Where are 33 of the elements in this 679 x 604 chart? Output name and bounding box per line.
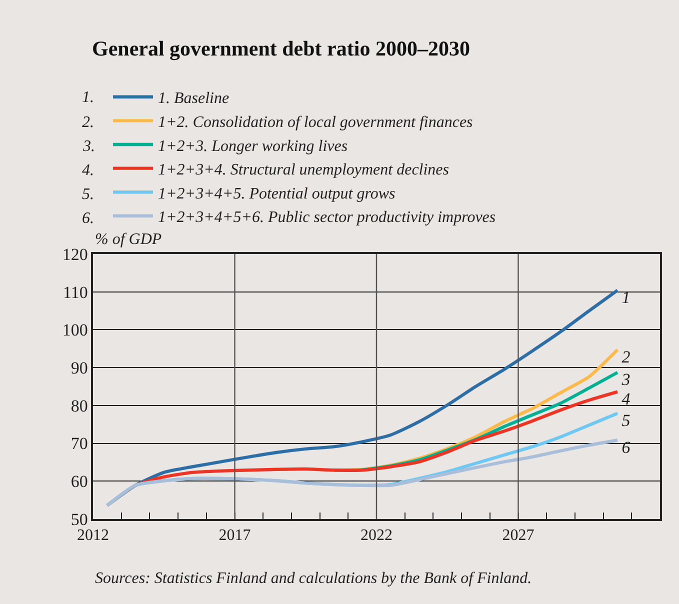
annotation: 3: [617, 370, 630, 390]
text: 4.: [82, 162, 94, 179]
legend-label: 1+2+3+4+5. Potential output grows: [158, 185, 396, 202]
annotation: 4: [617, 390, 631, 409]
text: 1.: [82, 89, 94, 106]
y-tick-label: 60: [70, 472, 88, 492]
legend-label: 1+2+3. Longer working lives: [158, 138, 348, 155]
line-series: [106, 438, 620, 507]
annotation: 5: [617, 411, 630, 430]
y-tick-label: 70: [70, 434, 88, 454]
annotation: 2: [617, 348, 631, 367]
x-tick-label: 2027: [502, 526, 534, 544]
text: 6.: [82, 210, 94, 227]
y-tick-label: 120: [62, 244, 88, 264]
x-tick-label: 2022: [360, 526, 392, 544]
legend-label: 1+2+3+4. Structural unemployment declines: [158, 162, 450, 179]
x-tick-label: 2012: [77, 526, 109, 544]
chart-title: General government debt ratio 2000–2030: [92, 36, 470, 60]
source-note: Sources: Statistics Finland and calculations by the Bank of Finland.: [95, 570, 532, 587]
text: 2.: [82, 114, 94, 131]
y-tick-label: 80: [70, 396, 88, 416]
text: 3.: [82, 138, 95, 155]
x-tick-label: 2017: [218, 526, 251, 544]
y-tick-label: 50: [70, 510, 88, 529]
y-tick-label: 100: [62, 320, 88, 340]
legend-label: 1+2+3+4+5+6. Public sector productivity improves: [158, 209, 496, 226]
y-tick-label: 90: [70, 358, 88, 378]
legend-label: 1+2. Consolidation of local government finances: [158, 114, 473, 131]
annotation: 1: [617, 288, 630, 308]
y-axis-title: % of GDP: [95, 231, 162, 248]
y-tick-label: 110: [62, 282, 88, 302]
legend-label: 1. Baseline: [158, 90, 230, 108]
text: 5.: [82, 186, 94, 203]
